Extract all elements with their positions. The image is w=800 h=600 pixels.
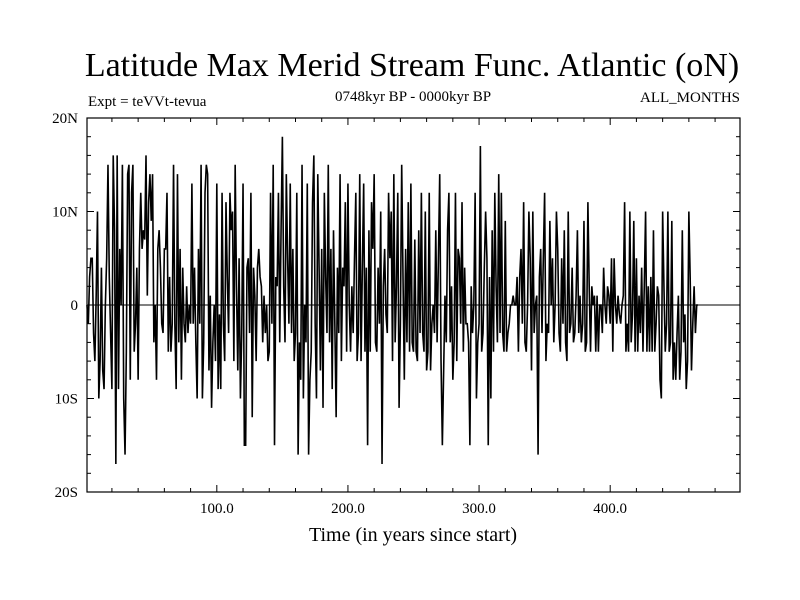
y-tick-label: 0 xyxy=(71,298,79,314)
months-label: ALL_MONTHS xyxy=(640,90,740,106)
y-tick-label: 10S xyxy=(55,392,78,408)
period-label: 0748kyr BP - 0000kyr BP xyxy=(335,89,491,105)
x-tick-label: 100.0 xyxy=(200,501,234,517)
x-tick-labels: 100.0 200.0 300.0 400.0 xyxy=(200,501,627,517)
x-axis-label: Time (in years since start) xyxy=(309,524,517,546)
plot-frame xyxy=(86,117,741,493)
x-tick-label: 200.0 xyxy=(331,501,365,517)
series-line xyxy=(86,136,699,464)
y-tick-label: 20N xyxy=(52,111,78,127)
y-tick-label: 10N xyxy=(52,205,78,221)
experiment-label: Expt = teVVt-tevua xyxy=(88,94,207,110)
x-tick-label: 400.0 xyxy=(593,501,627,517)
y-tick-labels: 20S 10S 0 10N 20N xyxy=(52,111,78,501)
x-tick-label: 300.0 xyxy=(462,501,496,517)
chart-title: Latitude Max Merid Stream Func. Atlantic… xyxy=(85,47,739,84)
y-tick-label: 20S xyxy=(55,485,78,501)
